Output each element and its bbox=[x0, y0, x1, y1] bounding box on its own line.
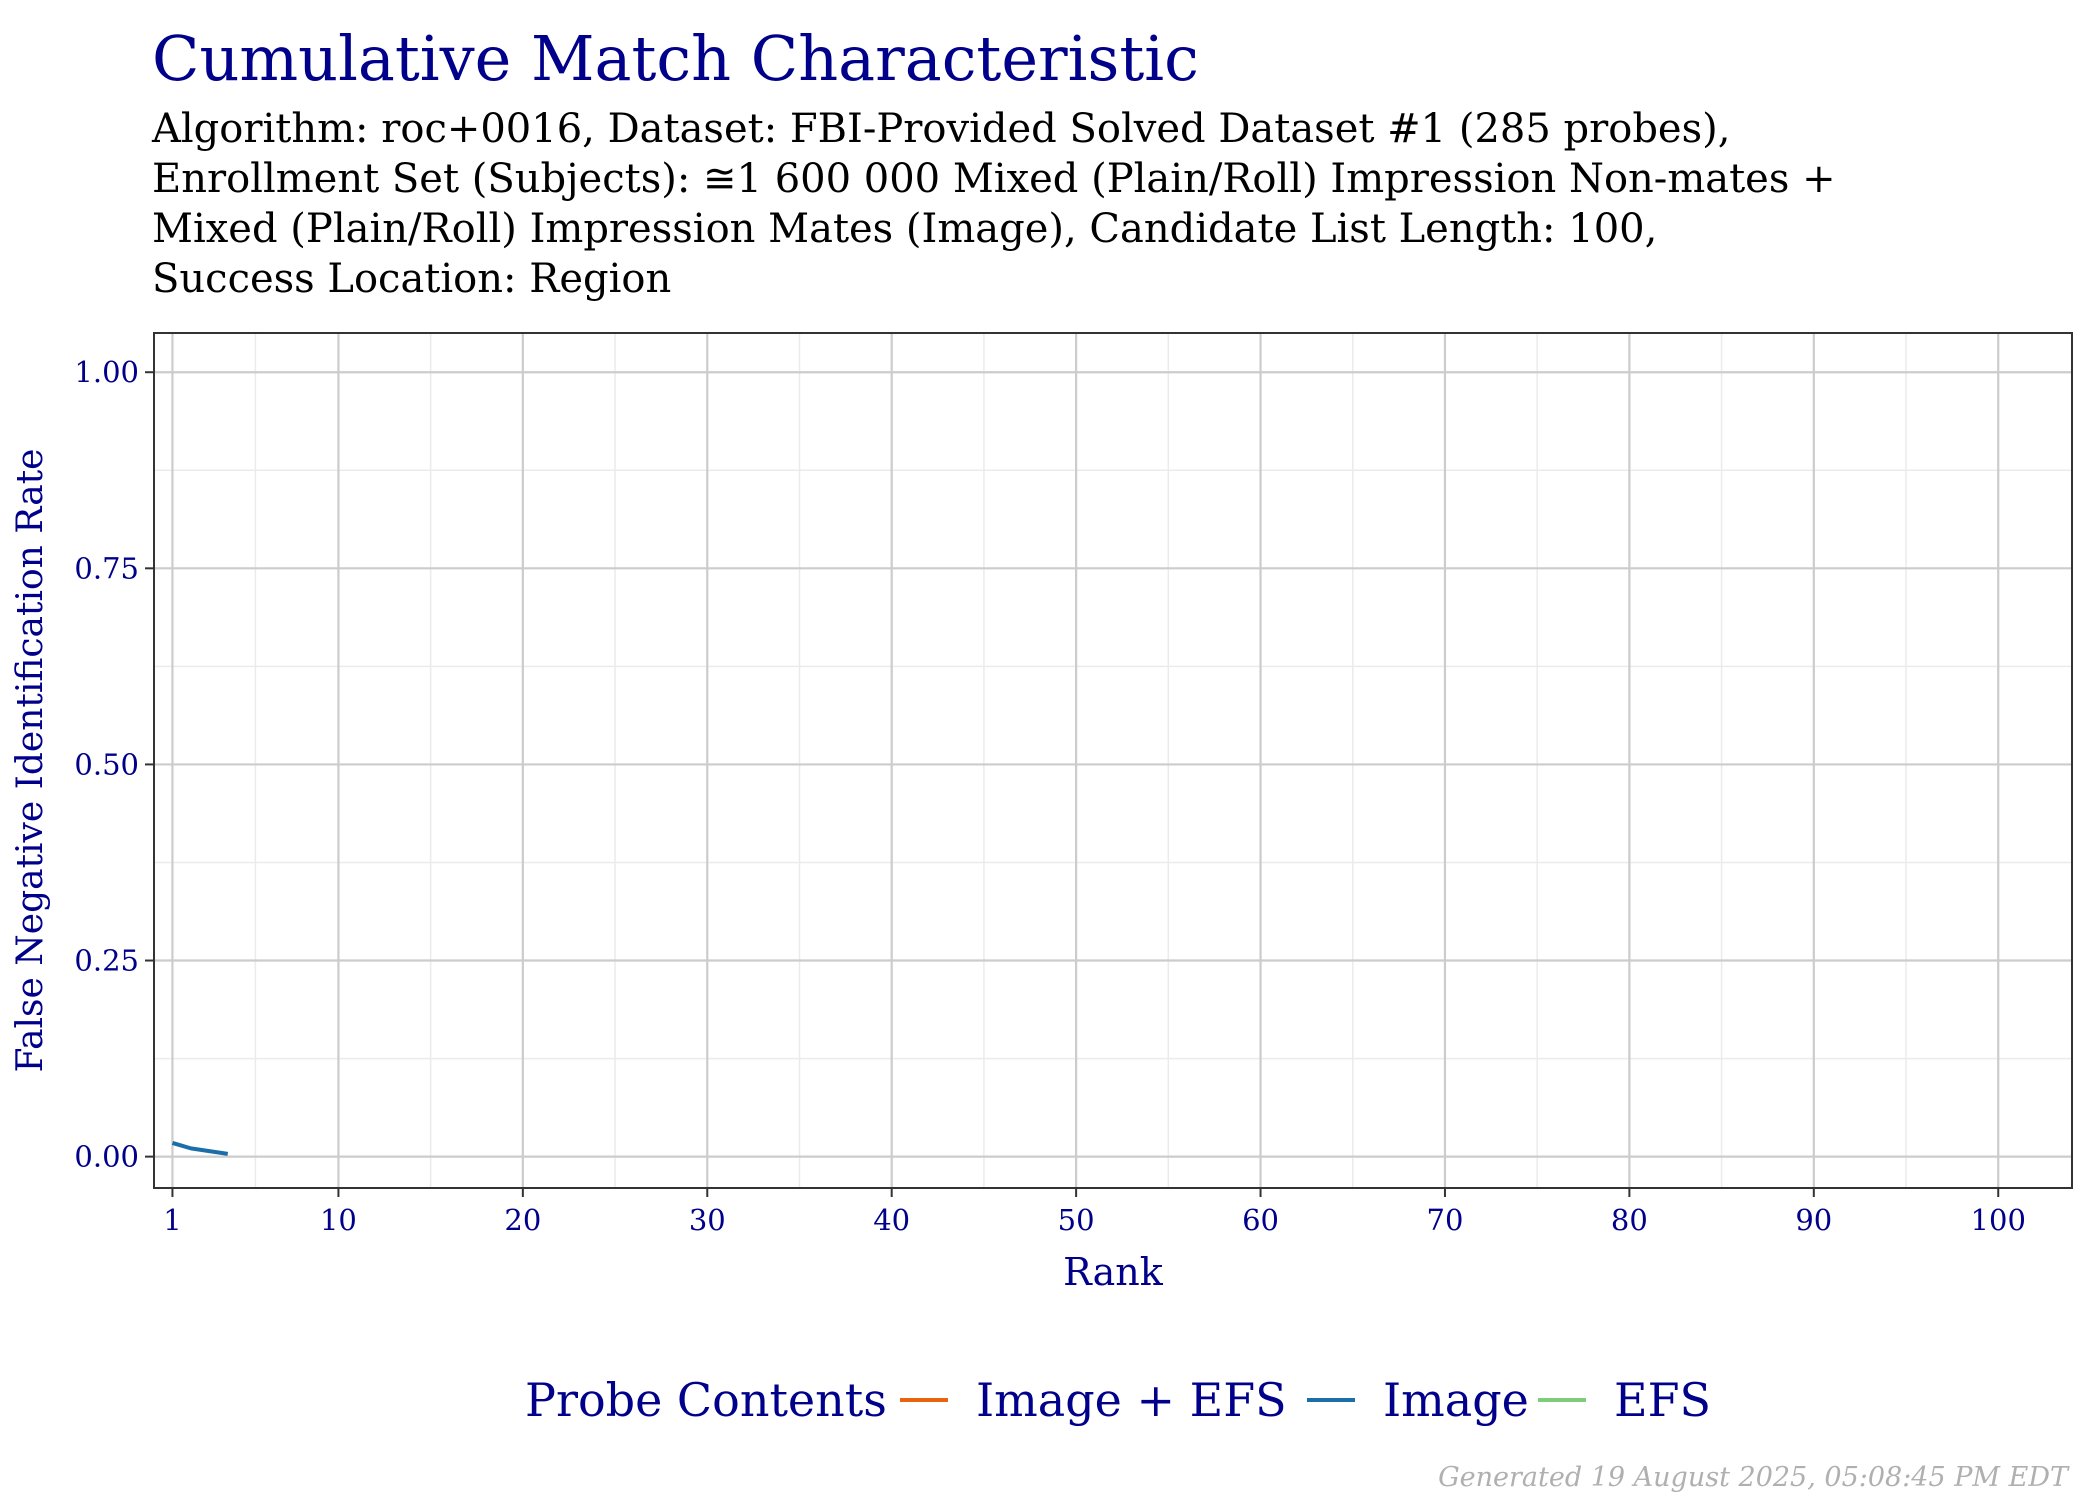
plot-panel-border bbox=[153, 332, 2073, 1189]
x-tick-label: 40 bbox=[873, 1203, 910, 1237]
x-tick-label: 30 bbox=[689, 1203, 726, 1237]
legend-title: Probe Contents bbox=[525, 1373, 887, 1427]
major-gridlines bbox=[154, 333, 2072, 1188]
legend-label-image-efs: Image + EFS bbox=[976, 1373, 1287, 1427]
x-tick-label: 50 bbox=[1058, 1203, 1095, 1237]
chart-title: Cumulative Match Characteristic bbox=[152, 22, 1199, 95]
x-tick-label: 1 bbox=[163, 1203, 181, 1237]
x-tick-label: 80 bbox=[1611, 1203, 1648, 1237]
x-axis: 1 10 20 30 40 50 60 70 80 90 100 bbox=[163, 1188, 2026, 1237]
x-tick-label: 90 bbox=[1795, 1203, 1832, 1237]
y-tick-label: 0.25 bbox=[74, 944, 139, 978]
x-tick-label: 100 bbox=[1971, 1203, 2026, 1237]
series-line-image bbox=[171, 1140, 229, 1156]
subtitle-line-3: Mixed (Plain/Roll) Impression Mates (Ima… bbox=[152, 206, 1658, 252]
legend: Probe Contents Image + EFS Image EFS bbox=[525, 1373, 1711, 1427]
subtitle-line-1: Algorithm: roc+0016, Dataset: FBI-Provid… bbox=[152, 106, 1731, 152]
x-tick-label: 10 bbox=[320, 1203, 357, 1237]
y-tick-label: 0.50 bbox=[74, 747, 139, 781]
y-tick-label: 0.75 bbox=[74, 551, 139, 585]
x-axis-label: Rank bbox=[1063, 1250, 1164, 1294]
minor-gridlines bbox=[154, 333, 2072, 1188]
legend-label-image: Image bbox=[1383, 1373, 1529, 1427]
legend-label-efs: EFS bbox=[1614, 1373, 1711, 1427]
x-tick-label: 20 bbox=[504, 1203, 541, 1237]
y-tick-label: 0.00 bbox=[74, 1140, 139, 1174]
subtitle-line-2: Enrollment Set (Subjects): ≅1 600 000 Mi… bbox=[152, 156, 1836, 202]
series-layer bbox=[171, 1140, 229, 1156]
generated-timestamp: Generated 19 August 2025, 05:08:45 PM ED… bbox=[1438, 1462, 2068, 1493]
y-tick-label: 1.00 bbox=[74, 355, 139, 389]
y-axis-label: False Negative Identification Rate bbox=[10, 449, 51, 1073]
x-tick-label: 70 bbox=[1427, 1203, 1464, 1237]
x-tick-label: 60 bbox=[1242, 1203, 1279, 1237]
chart-subtitle: Algorithm: roc+0016, Dataset: FBI-Provid… bbox=[152, 104, 1836, 304]
subtitle-line-4: Success Location: Region bbox=[152, 256, 672, 302]
y-axis: 0.00 0.25 0.50 0.75 1.00 bbox=[74, 355, 154, 1174]
